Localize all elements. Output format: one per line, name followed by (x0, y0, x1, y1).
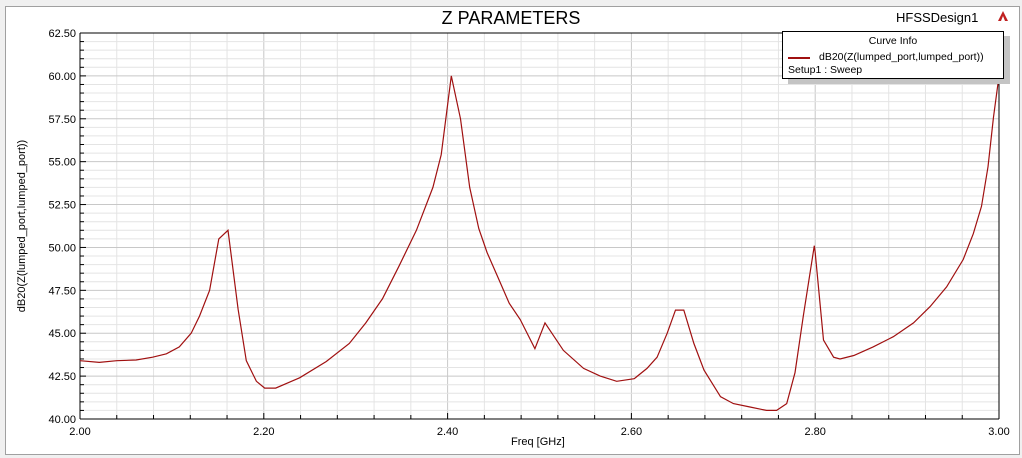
y-tick-label: 60.00 (48, 71, 76, 83)
y-axis-label: dB20(Z(lumped_port,lumped_port)) (16, 139, 28, 313)
y-tick-label: 45.00 (48, 328, 76, 340)
legend-title: Curve Info (868, 35, 918, 47)
y-tick-label: 52.50 (48, 200, 76, 212)
legend-entry-name: dB20(Z(lumped_port,lumped_port)) (819, 51, 984, 63)
chart-title: Z PARAMETERS (441, 8, 581, 28)
y-tick-label: 42.50 (48, 371, 76, 383)
legend-entry[interactable]: dB20(Z(lumped_port,lumped_port)) (783, 51, 1003, 64)
y-tick-label: 40.00 (48, 414, 76, 426)
y-tick-label: 47.50 (48, 285, 76, 297)
legend-entry-setup: Setup1 : Sweep (788, 64, 863, 76)
y-tick-label: 55.00 (48, 157, 76, 169)
x-tick-label: 3.00 (988, 426, 1009, 438)
legend-swatch (788, 57, 810, 59)
y-tick-label: 50.00 (48, 242, 76, 254)
legend-curve-info[interactable]: Curve Info dB20(Z(lumped_port,lumped_por… (782, 31, 1004, 79)
x-axis-label: Freq [GHz] (511, 436, 565, 448)
ansys-logo-icon (998, 11, 1008, 21)
x-tick-label: 2.80 (804, 426, 825, 438)
y-tick-label: 62.50 (48, 28, 76, 40)
series-line (79, 75, 1000, 411)
x-tick-label: 2.00 (69, 426, 90, 438)
design-name: HFSSDesign1 (896, 10, 979, 25)
x-tick-label: 2.20 (253, 426, 274, 438)
x-tick-label: 2.60 (621, 426, 642, 438)
y-tick-label: 57.50 (48, 114, 76, 126)
x-tick-label: 2.40 (437, 426, 458, 438)
